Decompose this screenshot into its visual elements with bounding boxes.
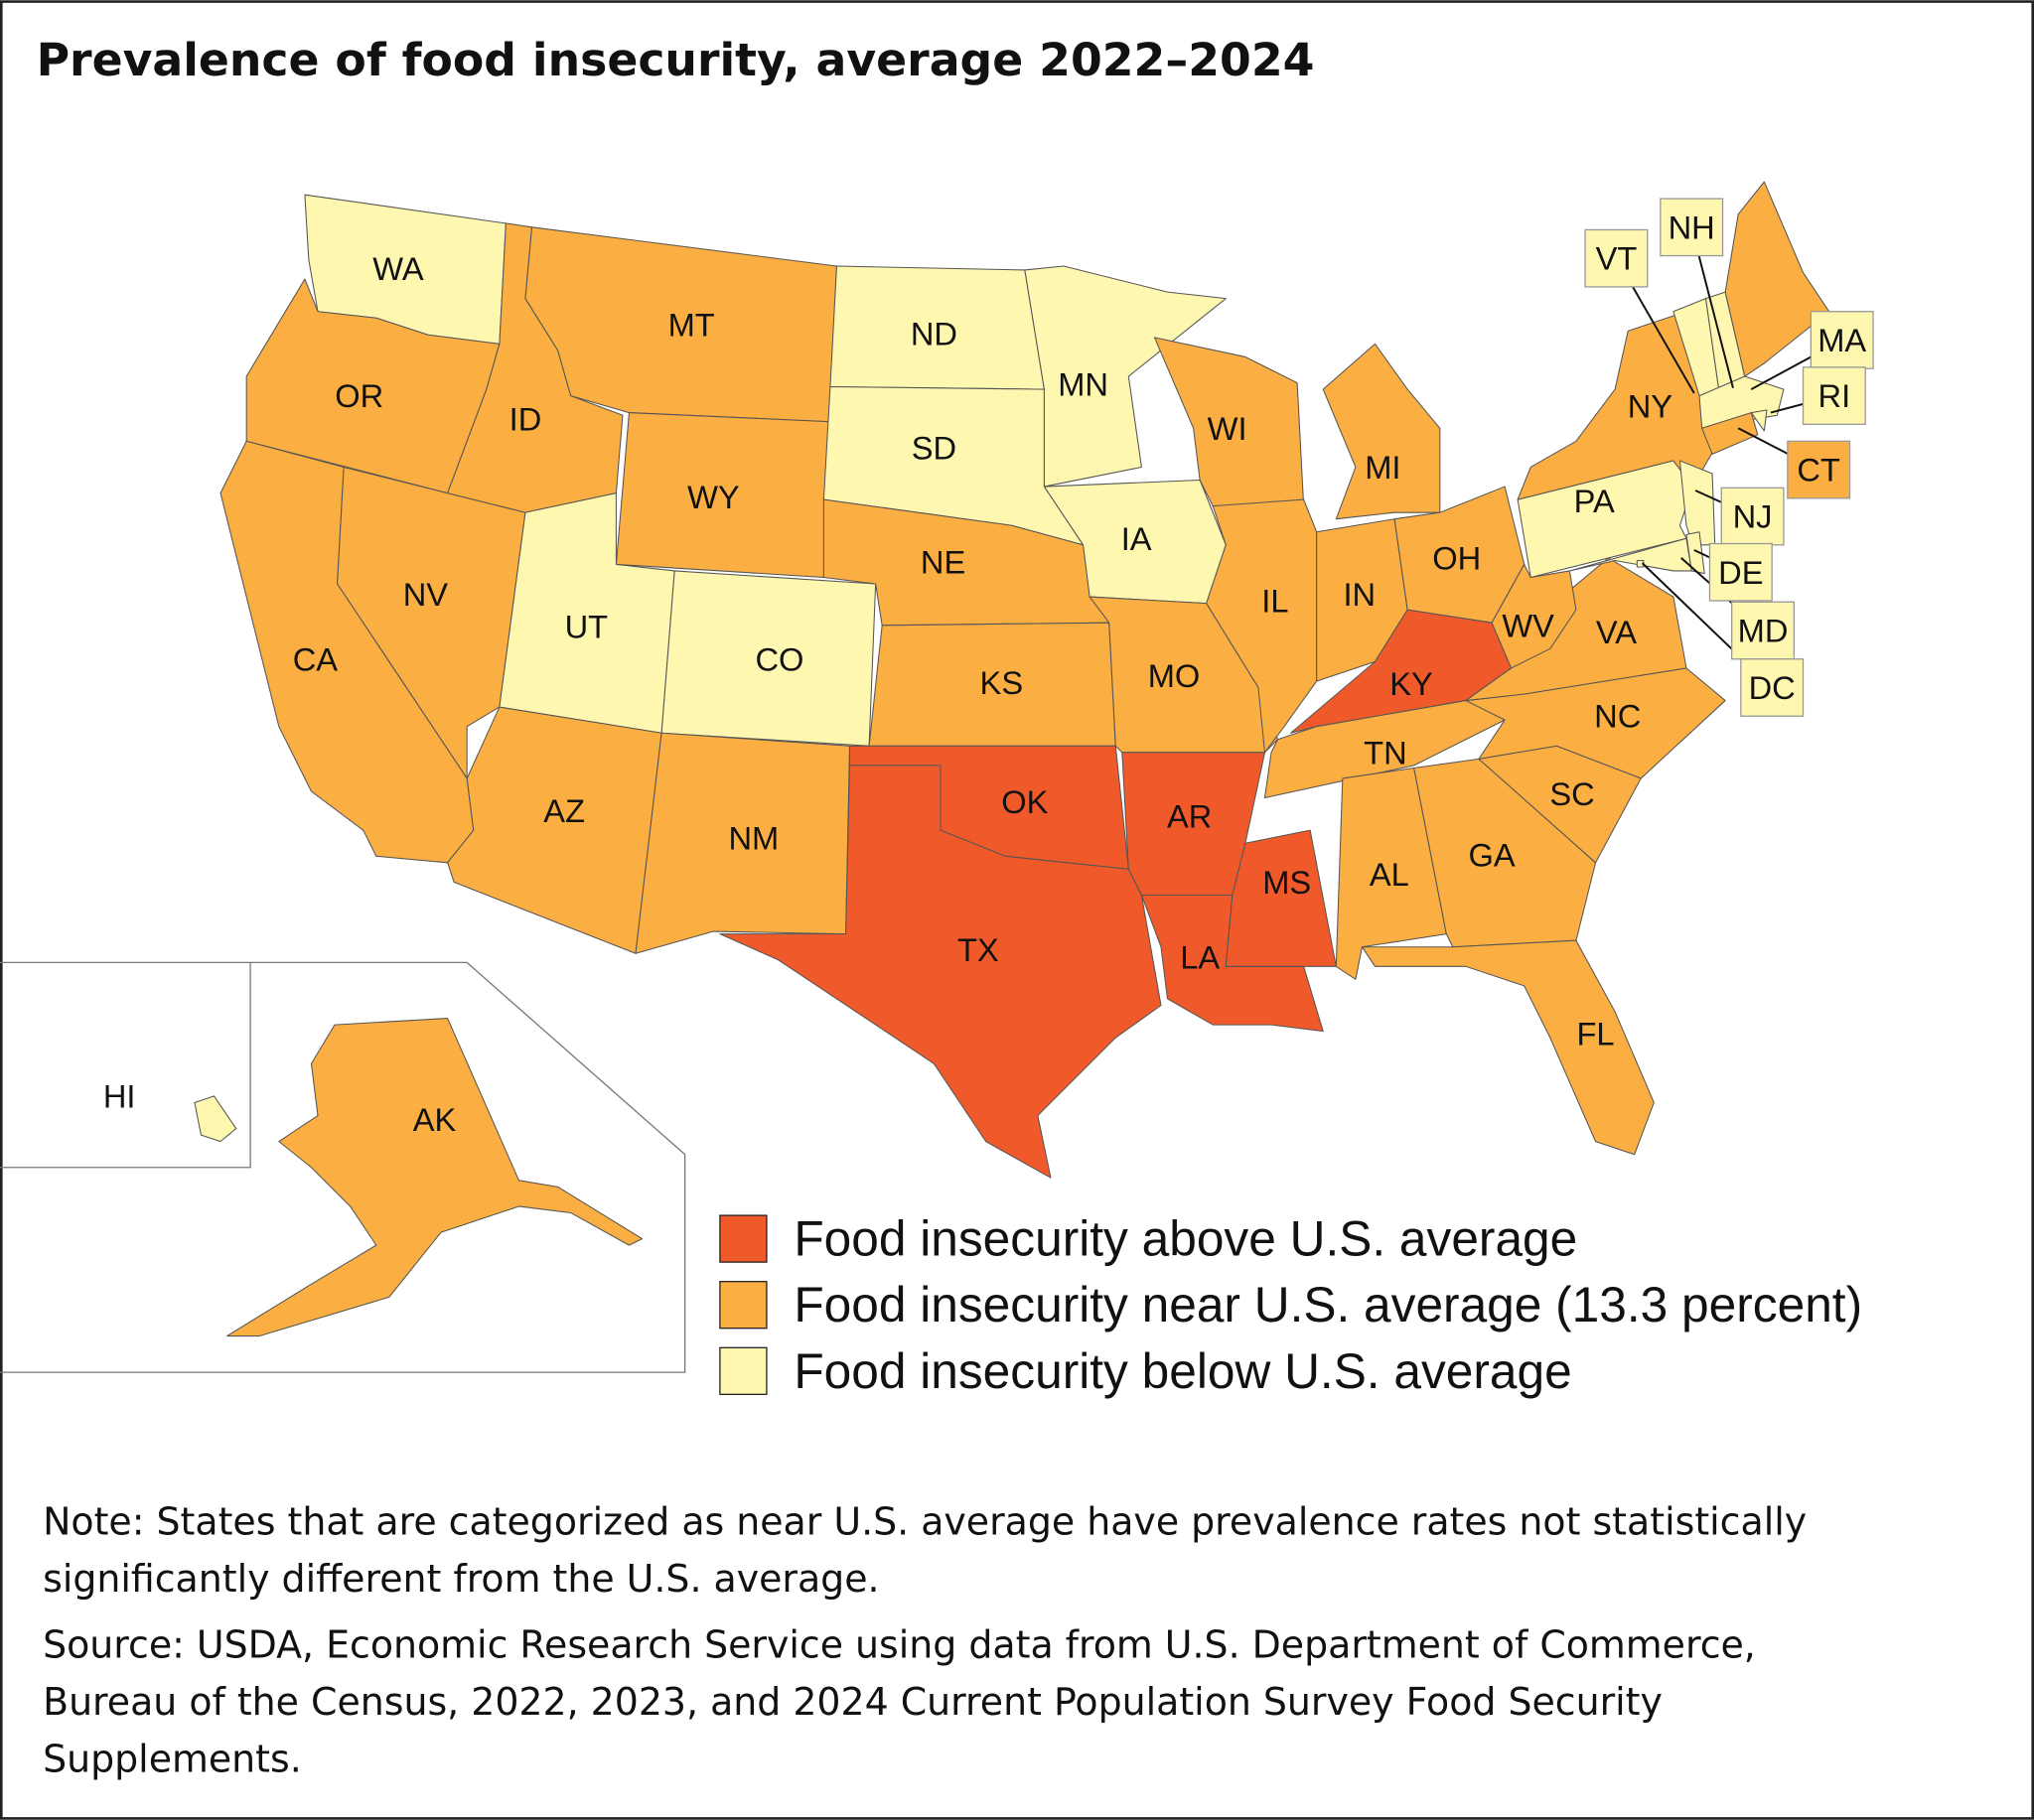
state-label-ok: OK [1001, 783, 1048, 820]
state-label-al: AL [1370, 856, 1409, 893]
state-nm [635, 732, 851, 954]
state-label-wv: WV [1502, 607, 1554, 643]
state-label-az: AZ [543, 792, 585, 829]
state-label-la: LA [1180, 939, 1220, 976]
callout-box-nj [1720, 487, 1785, 546]
state-label-de: DE [1718, 554, 1763, 591]
alaska-inset-frame [0, 961, 686, 1373]
state-label-mn: MN [1058, 365, 1108, 402]
state-label-ms: MS [1262, 864, 1311, 901]
state-label-tx: TX [957, 931, 999, 968]
state-ms [1225, 829, 1337, 967]
legend-label-above: Food insecurity above U.S. average [794, 1211, 1577, 1267]
state-label-ks: KS [980, 664, 1024, 701]
state-label-pa: PA [1574, 483, 1615, 519]
source-line-2: Bureau of the Census, 2022, 2023, and 20… [43, 1680, 1663, 1724]
state-label-vt: VT [1596, 240, 1638, 277]
state-hi [194, 1095, 237, 1143]
state-tx [719, 765, 1162, 1179]
legend-label-near: Food insecurity near U.S. average (13.3 … [794, 1277, 1862, 1332]
state-label-il: IL [1261, 582, 1288, 619]
state-label-ca: CA [293, 640, 339, 677]
state-il [1206, 498, 1318, 754]
state-label-wy: WY [687, 479, 740, 515]
state-label-nh: NH [1669, 209, 1715, 245]
state-dc [1636, 559, 1645, 568]
callout-box-nh [1660, 198, 1724, 257]
state-me [1724, 181, 1830, 377]
state-label-or: OR [335, 377, 383, 414]
note-line-2: significantly different from the U.S. av… [43, 1557, 879, 1601]
state-label-wi: WI [1208, 410, 1247, 447]
state-label-id: ID [509, 401, 542, 438]
state-va [1465, 557, 1687, 702]
state-label-in: IN [1343, 576, 1376, 613]
state-label-co: CO [755, 640, 803, 677]
callout-box-dc [1740, 658, 1805, 717]
inset-frames [0, 961, 686, 1373]
state-label-hi: HI [103, 1077, 136, 1114]
state-label-ut: UT [565, 609, 609, 645]
state-label-mt: MT [668, 306, 715, 343]
state-md [1568, 537, 1692, 572]
state-label-ri: RI [1818, 377, 1851, 414]
state-label-wa: WA [372, 250, 424, 287]
state-label-nm: NM [728, 820, 779, 857]
source: Source: USDA, Economic Research Service … [43, 1622, 1756, 1780]
state-label-oh: OH [1432, 539, 1481, 576]
state-label-ak: AK [413, 1101, 457, 1138]
callout-box-ct [1787, 440, 1851, 499]
map-title: Prevalence of food insecurity, average 2… [37, 34, 1315, 86]
state-label-ny: NY [1628, 388, 1673, 425]
legend-label-below: Food insecurity below U.S. average [794, 1343, 1571, 1399]
state-mn [1024, 265, 1227, 488]
state-fl [1361, 939, 1655, 1156]
states-layer [194, 181, 1830, 1337]
state-label-va: VA [1596, 614, 1637, 650]
callout-box-de [1708, 542, 1773, 602]
state-nj [1678, 460, 1716, 546]
legend-swatch-above [719, 1214, 768, 1263]
callout-box-ri [1802, 366, 1866, 426]
state-label-sd: SD [912, 429, 956, 466]
legend-swatch-near [719, 1281, 768, 1330]
callout-box-vt [1584, 228, 1649, 288]
state-label-sc: SC [1549, 775, 1594, 812]
state-label-tn: TN [1364, 734, 1407, 770]
state-label-ma: MA [1817, 322, 1866, 358]
state-label-nd: ND [911, 315, 957, 351]
callout-box-md [1731, 601, 1796, 660]
state-label-ct: CT [1797, 452, 1840, 489]
state-label-fl: FL [1576, 1016, 1614, 1052]
state-label-mi: MI [1365, 449, 1400, 486]
source-line-1: Source: USDA, Economic Research Service … [43, 1622, 1756, 1666]
source-line-3: Supplements. [43, 1737, 302, 1780]
state-ri [1750, 409, 1768, 432]
state-label-nc: NC [1594, 698, 1641, 735]
note: Note: States that are categorized as nea… [43, 1499, 1807, 1600]
legend: Food insecurity above U.S. average Food i… [719, 1211, 1862, 1399]
state-label-nv: NV [403, 576, 449, 613]
note-line-1: Note: States that are categorized as nea… [43, 1499, 1807, 1543]
state-label-ar: AR [1167, 797, 1212, 834]
state-label-mo: MO [1148, 657, 1201, 694]
state-ak [226, 1018, 644, 1337]
state-labels: WA OR CA NV ID MT WY UT CO AZ NM ND SD NE KS OK TX MN IA MO… [103, 198, 1874, 1138]
legend-swatch-below [719, 1346, 768, 1395]
state-label-ne: NE [921, 543, 965, 580]
state-label-nj: NJ [1733, 498, 1773, 535]
state-label-dc: DC [1749, 669, 1796, 706]
hawaii-inset-frame [0, 962, 251, 1169]
state-label-ia: IA [1121, 520, 1152, 557]
state-ct [1701, 412, 1759, 455]
state-label-md: MD [1738, 613, 1789, 649]
state-wv [1491, 563, 1577, 669]
state-label-ga: GA [1468, 836, 1515, 873]
state-label-ky: KY [1389, 665, 1433, 702]
